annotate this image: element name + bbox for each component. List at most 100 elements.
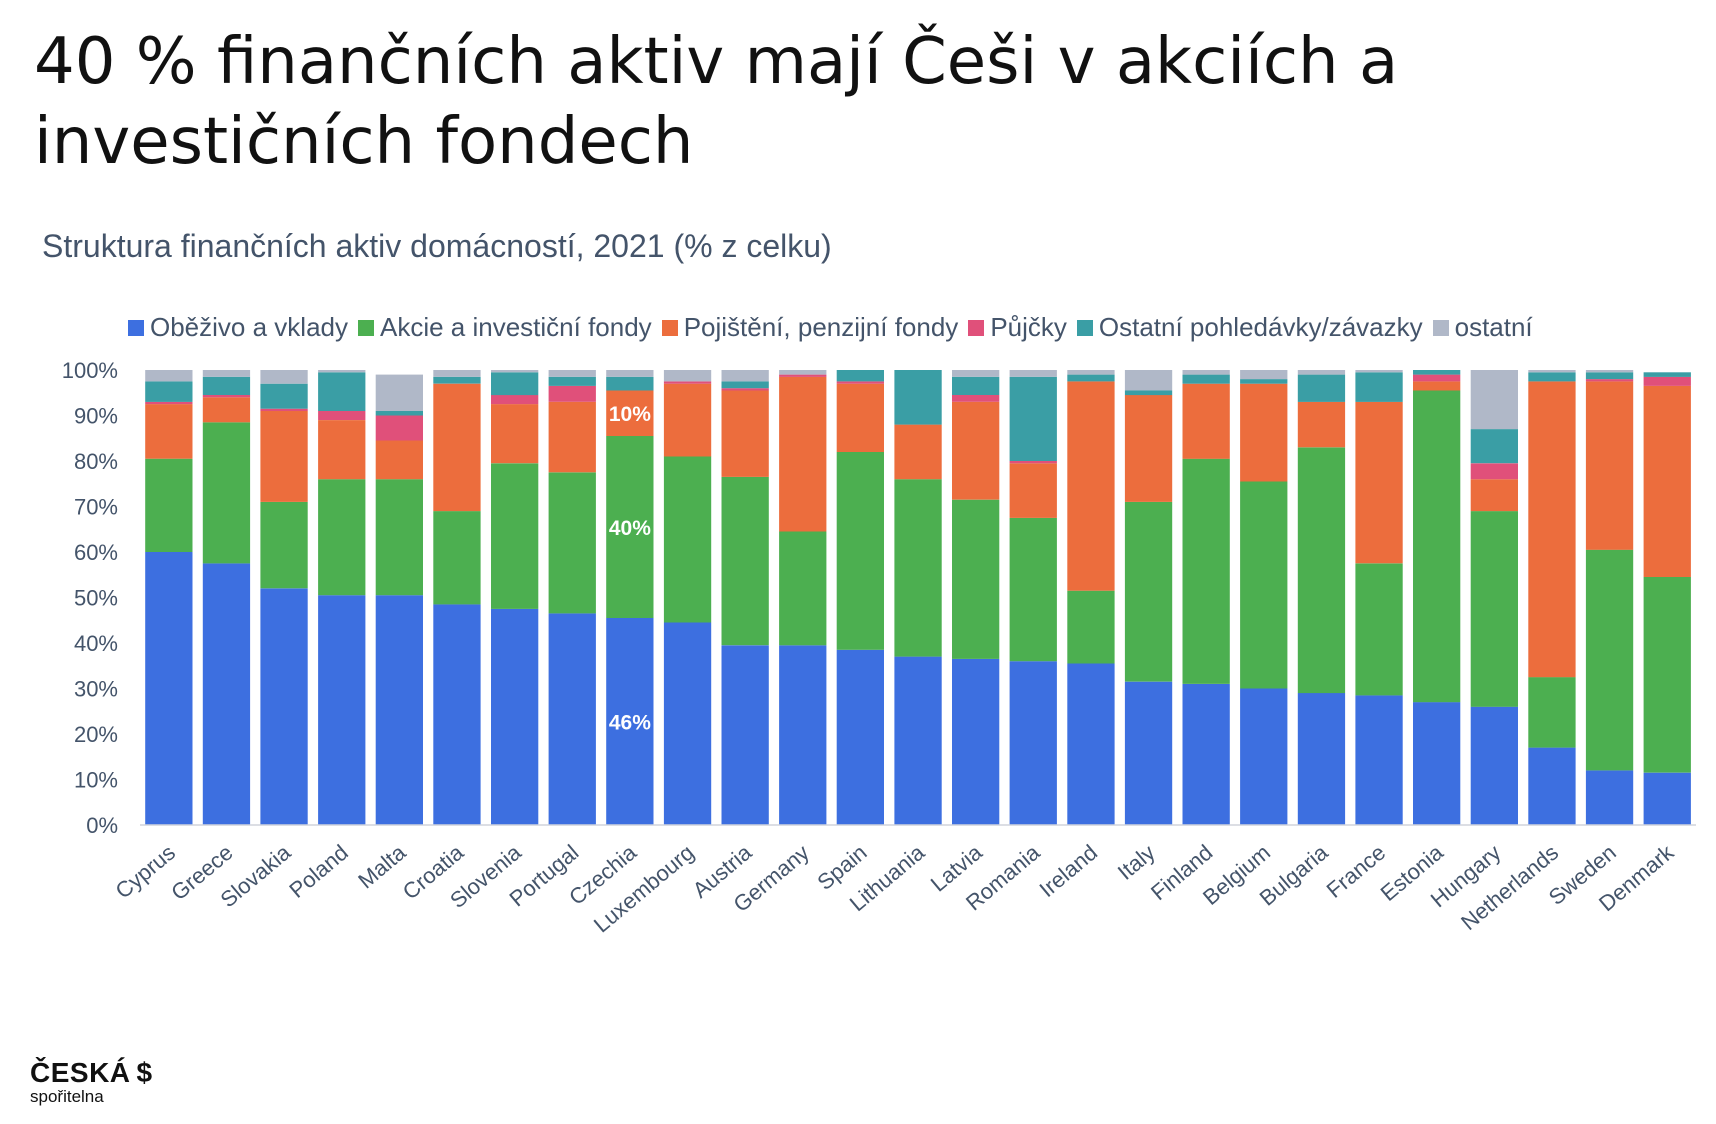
bar-segment xyxy=(894,370,942,425)
bar-segment xyxy=(548,385,596,402)
data-label: 10% xyxy=(609,403,651,426)
bar-segment xyxy=(433,376,481,384)
bar-segment xyxy=(1528,381,1576,678)
bar-segment xyxy=(548,370,596,377)
bar-segment xyxy=(1413,381,1461,391)
bar-segment xyxy=(1297,370,1346,375)
x-tick-label: Cyprus xyxy=(111,840,180,904)
legend-label-other: ostatní xyxy=(1454,312,1533,342)
y-tick-label: 90% xyxy=(74,404,118,429)
bar-segment xyxy=(1585,381,1634,550)
bar-segment xyxy=(202,395,251,398)
y-tick-label: 40% xyxy=(74,631,118,656)
legend-item-loans: Půjčky xyxy=(968,312,1067,343)
bar-segment xyxy=(836,370,884,382)
bar-segment xyxy=(202,370,251,377)
bar-segment xyxy=(1009,376,1057,461)
bar-segment xyxy=(1470,511,1518,707)
bar-segment xyxy=(1528,372,1576,382)
bar-segment xyxy=(202,397,251,423)
bar-segment xyxy=(1182,458,1230,684)
bar-segment xyxy=(1643,772,1691,825)
bar-segment xyxy=(145,381,193,402)
bar-segment xyxy=(1182,374,1230,384)
bar-segment xyxy=(1067,370,1115,375)
legend-label-insurance: Pojištění, penzijní fondy xyxy=(683,312,959,342)
bar-segment xyxy=(663,383,712,457)
legend-label-loans: Půjčky xyxy=(990,312,1067,342)
bar-segment xyxy=(721,381,769,389)
bar-segment xyxy=(1643,577,1691,773)
bar-segment xyxy=(260,408,308,411)
bar-segment xyxy=(145,370,193,382)
legend-item-insurance: Pojištění, penzijní fondy xyxy=(661,312,959,343)
bar-segment xyxy=(1413,702,1461,825)
logo-brand: ČESKÁ $ xyxy=(30,1058,153,1088)
bar-segment xyxy=(1470,429,1518,464)
bar-segment xyxy=(375,479,423,596)
data-label: 40% xyxy=(609,517,651,540)
bar-segment xyxy=(202,422,251,564)
bar-segment xyxy=(721,645,769,825)
legend-label-other-receivables: Ostatní pohledávky/závazky xyxy=(1098,312,1423,342)
bar-segment xyxy=(894,424,942,480)
bar-segment xyxy=(1182,383,1230,459)
bar-segment xyxy=(548,401,596,473)
y-tick-label: 20% xyxy=(74,722,118,747)
bar-segment xyxy=(1009,461,1057,464)
y-tick-label: 10% xyxy=(74,768,118,793)
bar-segment xyxy=(1585,372,1634,380)
bar-segment xyxy=(721,388,769,391)
bar-segment xyxy=(606,376,654,391)
bar-segment xyxy=(1297,447,1346,694)
bar-segment xyxy=(1124,501,1173,682)
bar-segment xyxy=(318,479,366,596)
bar-segment xyxy=(318,410,366,420)
legend-swatch-cash xyxy=(128,319,144,336)
bar-segment xyxy=(145,458,193,552)
bar-segment xyxy=(779,370,827,375)
y-tick-label: 100% xyxy=(62,358,118,383)
bar-segment xyxy=(260,383,308,409)
bar-segment xyxy=(1124,370,1173,391)
data-label: 46% xyxy=(609,712,651,735)
x-tick-label: Ireland xyxy=(1035,840,1103,902)
bar-segment xyxy=(260,410,308,502)
bar-segment xyxy=(433,511,481,605)
bar-segment xyxy=(491,404,539,464)
bar-segment xyxy=(260,501,308,589)
bar-segment xyxy=(1124,395,1173,502)
legend-swatch-other xyxy=(1432,319,1449,336)
bar-segment xyxy=(663,622,712,825)
legend-swatch-loans xyxy=(968,319,985,336)
y-tick-label: 60% xyxy=(74,540,118,565)
bar-segment xyxy=(491,395,539,405)
bar-segment xyxy=(1413,390,1461,703)
logo-s-icon: $ xyxy=(136,1057,153,1088)
bar-segment xyxy=(1009,370,1057,377)
bar-segment xyxy=(491,372,539,396)
bar-segment xyxy=(1643,376,1691,386)
bar-segment xyxy=(606,436,654,618)
bar-segment xyxy=(1585,370,1634,373)
bar-segment xyxy=(779,645,827,825)
bar-segment xyxy=(836,451,884,650)
bar-segment xyxy=(548,613,596,825)
bar-segment xyxy=(1240,379,1288,384)
bar-segment xyxy=(548,376,596,386)
legend-label-cash: Oběživo a vklady xyxy=(150,312,348,342)
bar-segment xyxy=(721,476,769,646)
x-tick-label: Poland xyxy=(284,840,353,903)
bar-segment xyxy=(836,649,884,825)
bar-segment xyxy=(1009,463,1057,518)
bar-segment xyxy=(1355,401,1403,564)
bar-segment xyxy=(1240,370,1288,380)
bar-segment xyxy=(1470,479,1518,512)
bar-segment xyxy=(952,401,1000,500)
bar-segment xyxy=(1182,370,1230,375)
bar-segment xyxy=(145,404,193,459)
bar-segment xyxy=(1643,372,1691,377)
bar-segment xyxy=(1643,385,1691,577)
bar-segment xyxy=(318,595,366,825)
bar-segment xyxy=(779,531,827,646)
